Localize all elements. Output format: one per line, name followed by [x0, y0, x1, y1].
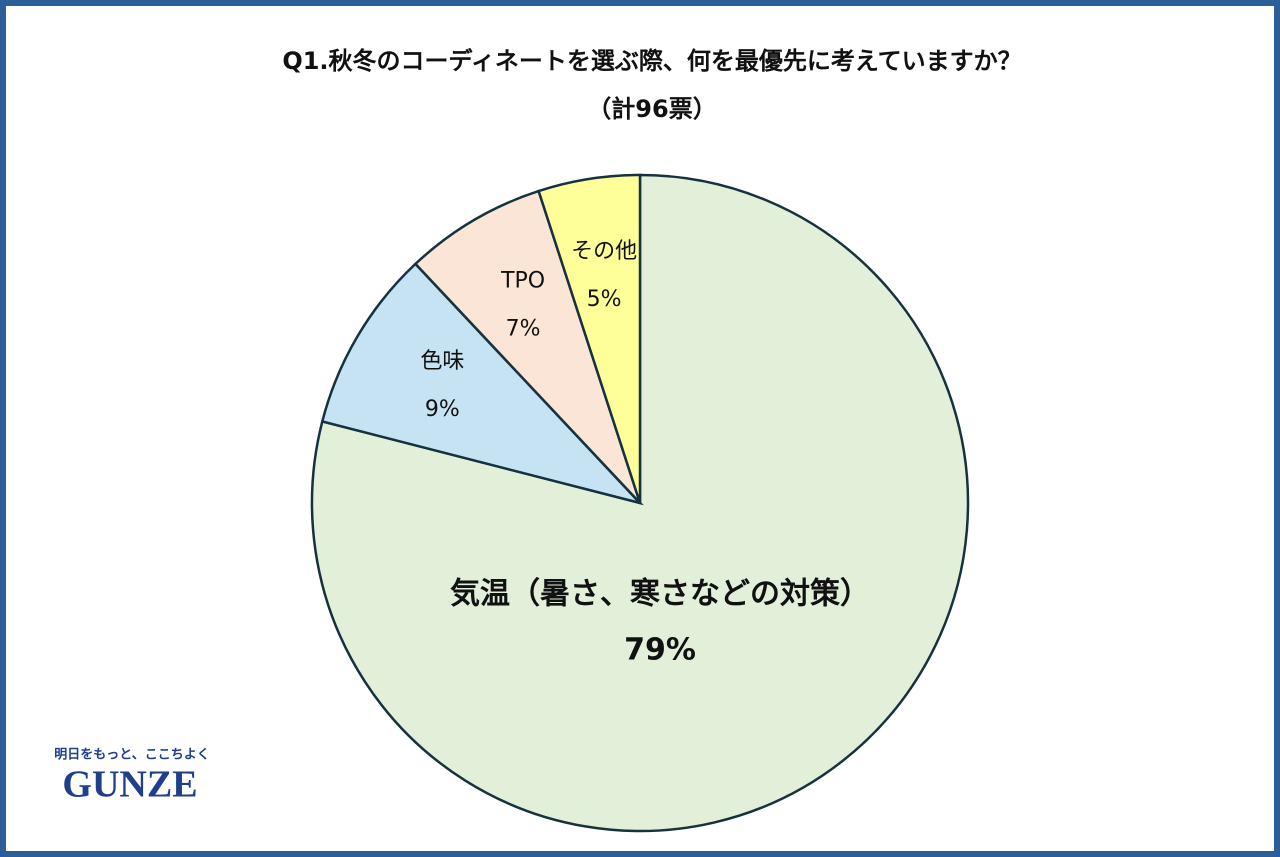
value-label: 7%	[506, 316, 541, 341]
slice-label: その他	[571, 239, 637, 264]
pie-slice	[413, 189, 642, 504]
slice-label: 気温（暑さ、寒さなどの対策）	[450, 577, 870, 612]
chart-subtitle: （計96票）	[587, 95, 716, 123]
logo-tagline: 明日をもっと、ここちよく	[54, 748, 209, 763]
slice-label: 色味	[420, 349, 464, 374]
value-label: 9%	[425, 397, 460, 422]
value-label: 5%	[587, 287, 622, 312]
value-label: 79%	[624, 633, 696, 668]
pie-slice	[537, 173, 642, 504]
logo-brand: GUNZE	[62, 764, 197, 806]
chart-title: Q1.秋冬のコーディネートを選ぶ際、何を最優先に考えていますか？	[282, 47, 1021, 75]
slice-label: TPO	[500, 268, 545, 293]
pie-slice	[320, 262, 644, 506]
